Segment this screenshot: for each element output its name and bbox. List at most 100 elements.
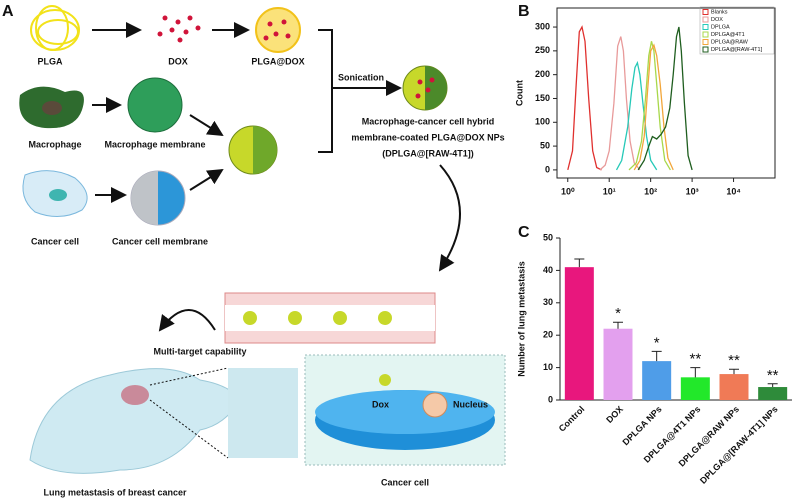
error-bar <box>574 258 585 268</box>
mouse-icon <box>29 368 241 474</box>
bracket <box>318 29 333 153</box>
final-half <box>425 66 447 110</box>
bar <box>680 377 710 400</box>
label: Macrophage-cancer cell hybrid <box>362 116 495 126</box>
error-bar <box>690 367 701 378</box>
label: Macrophage <box>28 139 81 149</box>
label: (DPLGA@[RAW-4T1]) <box>382 148 474 158</box>
tissue-zoom <box>228 368 298 458</box>
y-tick-label: 300 <box>535 21 550 31</box>
series-line <box>637 26 693 171</box>
plot-frame <box>556 7 776 179</box>
y-tick-label: 40 <box>543 265 553 275</box>
macrophage-membrane-icon <box>127 77 183 133</box>
x-tick-label: DOX <box>604 404 625 425</box>
label: Sonication <box>338 72 384 82</box>
legend-label: DPLGA <box>711 24 730 30</box>
panel-label: A <box>2 3 14 20</box>
y-tick-label: 250 <box>535 45 550 55</box>
label: Nucleus <box>453 399 488 409</box>
legend-label: DPLGA@4T1 <box>711 32 745 38</box>
panel-label: C <box>518 224 530 241</box>
y-axis-label: Number of lung metastasis <box>516 261 526 377</box>
plga-icon <box>30 5 80 51</box>
panel-label: B <box>518 3 530 20</box>
significance-label: ** <box>728 352 740 369</box>
significance-label: ** <box>767 367 779 384</box>
legend-swatch <box>702 16 709 23</box>
significance-label: ** <box>689 351 701 368</box>
error-bar <box>729 368 739 375</box>
series-line <box>628 41 671 171</box>
y-tick-label: 20 <box>543 330 553 340</box>
y-axis-label: Count <box>514 80 524 106</box>
label: Cancer cell <box>381 477 429 487</box>
bar <box>642 361 672 400</box>
series-line <box>633 43 674 171</box>
y-tick-label: 200 <box>535 69 550 79</box>
legend-swatch <box>702 9 709 15</box>
legend-label: DOX <box>711 17 723 23</box>
error-bar <box>613 321 623 329</box>
legend-label: DPLGA@RAW <box>711 39 749 45</box>
y-tick-label: 50 <box>540 140 550 150</box>
label: Macrophage membrane <box>104 139 205 149</box>
label: Dox <box>372 399 389 409</box>
plga-dox-icon <box>255 7 301 53</box>
label: DOX <box>168 56 188 66</box>
arrow <box>158 309 216 332</box>
series-line <box>599 36 641 171</box>
panel-a: A PLGA DOX PLGA@DOX Macrophage Macrophag… <box>2 3 506 497</box>
arrow <box>189 168 224 191</box>
bar <box>758 387 788 400</box>
arrow <box>189 114 224 137</box>
legend-label: DPLGA@[RAW-4T1] <box>711 47 763 53</box>
nucleus-icon <box>49 189 67 201</box>
y-tick-label: 150 <box>535 93 550 103</box>
x-tick-label: 10⁴ <box>726 186 740 196</box>
bar <box>564 267 594 400</box>
legend-swatch <box>702 31 709 38</box>
label: PLGA <box>37 56 63 66</box>
label: Multi-target capability <box>153 346 246 356</box>
label: membrane-coated PLGA@DOX NPs <box>351 132 504 142</box>
legend-frame <box>699 6 775 55</box>
error-bar <box>651 350 662 362</box>
label: Lung metastasis of breast cancer <box>43 487 187 497</box>
label: Cancer cell membrane <box>112 236 208 246</box>
label: PLGA@DOX <box>251 56 304 66</box>
hybrid-half <box>253 126 277 174</box>
y-tick-label: 100 <box>535 117 550 127</box>
x-tick-label: Control <box>557 404 587 434</box>
error-bar <box>767 383 778 388</box>
bar <box>719 374 749 400</box>
lung-icon <box>121 385 149 405</box>
nucleus-shape <box>422 392 448 418</box>
nucleus-icon <box>42 101 62 115</box>
x-tick-label: 10³ <box>686 186 699 196</box>
y-tick-label: 10 <box>543 362 553 372</box>
series-line <box>615 60 658 171</box>
x-tick-label: 10⁰ <box>561 186 575 196</box>
x-tick-label: 10² <box>644 186 657 196</box>
y-tick-label: 0 <box>548 394 553 404</box>
legend-swatch <box>702 46 709 53</box>
bar <box>603 328 633 400</box>
y-tick-label: 0 <box>545 164 550 174</box>
arrow <box>438 164 461 272</box>
label: Cancer cell <box>31 236 79 246</box>
blood-vessel <box>224 292 436 344</box>
x-tick-label: DPLGA@[RAW-4T1] NPs <box>698 404 780 486</box>
significance-label: * <box>615 305 621 322</box>
x-tick-label: 10¹ <box>603 186 616 196</box>
legend-swatch <box>702 24 709 30</box>
y-tick-label: 50 <box>543 232 553 242</box>
legend-swatch <box>702 39 709 45</box>
significance-label: * <box>654 334 660 351</box>
series-line <box>567 25 602 171</box>
legend-label: Blanks <box>711 9 728 15</box>
dox-icon <box>157 15 201 43</box>
membrane-half <box>131 171 158 225</box>
y-tick-label: 30 <box>543 297 553 307</box>
